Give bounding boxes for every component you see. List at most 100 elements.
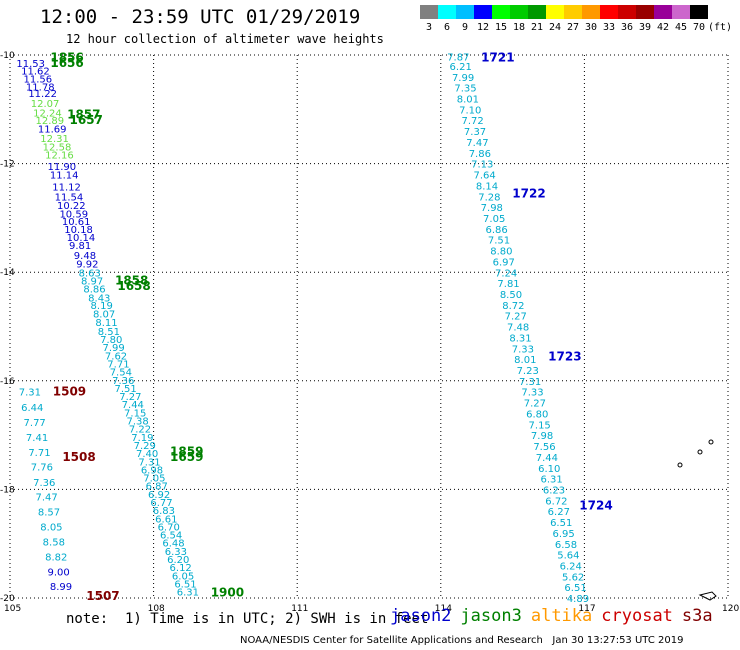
swh-value: 7.98 <box>531 431 553 442</box>
swh-value: 11.54 <box>55 192 84 203</box>
swh-value: 6.44 <box>21 403 43 414</box>
swh-value: 6.24 <box>560 562 582 573</box>
swh-value: 6.95 <box>552 529 574 540</box>
page-subtitle: 12 hour collection of altimeter wave hei… <box>66 32 384 46</box>
scale-label: 30 <box>584 22 598 33</box>
scale-swatch <box>510 5 528 19</box>
swh-value: 9.48 <box>74 251 96 262</box>
coastline-shape <box>698 591 717 601</box>
swh-value: 7.33 <box>512 344 534 355</box>
swh-value: 6.27 <box>548 507 570 518</box>
swh-value: 6.58 <box>555 540 577 551</box>
swh-value: 7.15 <box>529 420 551 431</box>
swh-value: 8.05 <box>40 522 62 533</box>
lat-tick-label: -12 <box>0 160 15 170</box>
lat-tick-label: -10 <box>0 51 15 61</box>
swh-value: 7.36 <box>112 376 134 387</box>
time-label: 1656 <box>50 56 83 70</box>
lon-tick-label: 108 <box>148 604 165 614</box>
swh-value: 7.44 <box>122 400 144 411</box>
swh-value: 6.70 <box>158 522 180 533</box>
swh-value: 8.11 <box>95 318 117 329</box>
swh-value: 7.81 <box>497 279 519 290</box>
swh-value: 7.31 <box>19 388 41 399</box>
swh-value: 7.44 <box>536 453 558 464</box>
swh-value: 6.51 <box>564 583 586 594</box>
swh-value: 8.07 <box>93 310 115 321</box>
swh-value: 7.77 <box>24 418 46 429</box>
swh-value: 7.98 <box>481 203 503 214</box>
lon-tick-label: 114 <box>435 604 452 614</box>
swh-value: 8.19 <box>91 301 113 312</box>
swh-value: 8.63 <box>79 268 101 279</box>
scale-swatch <box>420 5 438 19</box>
swh-value: 11.90 <box>47 162 76 173</box>
swh-value: 8.50 <box>500 290 522 301</box>
swh-value: 8.58 <box>43 538 65 549</box>
swh-value: 7.05 <box>143 474 165 485</box>
satellite-legend-item: jason3 <box>460 606 522 626</box>
swh-value: 7.10 <box>459 105 481 116</box>
swh-value: 6.92 <box>148 490 170 501</box>
swh-value: 7.05 <box>483 214 505 225</box>
swh-value: 6.61 <box>155 514 177 525</box>
swh-value: 8.57 <box>38 508 60 519</box>
swh-value: 6.33 <box>165 547 187 558</box>
swh-value: 7.36 <box>33 478 55 489</box>
time-label: 1723 <box>548 349 581 363</box>
swh-value: 10.18 <box>64 225 93 236</box>
scale-swatch <box>636 5 654 19</box>
scale-swatch <box>564 5 582 19</box>
swh-value: 11.69 <box>38 124 67 135</box>
scale-swatch <box>474 5 492 19</box>
swh-value: 8.01 <box>514 355 536 366</box>
lat-tick-label: -14 <box>0 268 15 278</box>
swh-value: 12.24 <box>33 109 62 120</box>
swh-value: 7.62 <box>105 351 127 362</box>
swh-value: 12.31 <box>40 134 69 145</box>
satellite-legend-item: altika <box>530 606 593 626</box>
swh-value: 6.12 <box>170 563 192 574</box>
swh-value: 12.07 <box>31 99 60 110</box>
swh-value: 7.38 <box>126 417 148 428</box>
swh-value: 6.31 <box>541 475 563 486</box>
swh-value: 9.81 <box>69 241 91 252</box>
swh-value: 8.80 <box>490 247 512 258</box>
swh-value: 8.31 <box>509 333 531 344</box>
swh-value: 8.51 <box>98 327 120 338</box>
swh-value: 5.62 <box>562 572 584 583</box>
swh-value: 7.15 <box>124 408 146 419</box>
swh-value: 7.31 <box>138 457 160 468</box>
scale-label: 15 <box>494 22 508 33</box>
scale-swatch <box>690 5 708 19</box>
swh-value: 8.72 <box>502 301 524 312</box>
swh-value: 10.59 <box>59 210 88 221</box>
swh-value: 6.97 <box>493 257 515 268</box>
time-label: 1856 <box>50 51 83 65</box>
swh-value: 9.00 <box>47 567 69 578</box>
island-shape <box>708 439 714 445</box>
island-shape <box>677 462 683 468</box>
lon-tick-label: 120 <box>722 604 739 614</box>
scale-label: 24 <box>548 22 562 33</box>
swh-value: 7.29 <box>134 441 156 452</box>
time-label: 1724 <box>579 499 612 513</box>
swh-value: 12.16 <box>45 150 74 161</box>
scale-label: 18 <box>512 22 526 33</box>
swh-value: 10.61 <box>62 217 91 228</box>
swh-value: 7.41 <box>26 433 48 444</box>
scale-label: 27 <box>566 22 580 33</box>
lon-tick-label: 117 <box>578 604 595 614</box>
island-shape <box>697 449 703 455</box>
swh-value: 7.87 <box>447 53 469 64</box>
scale-swatch <box>618 5 636 19</box>
time-label: 1508 <box>62 450 95 464</box>
scale-unit: (ft) <box>708 22 733 33</box>
swh-value: 6.05 <box>172 571 194 582</box>
swh-value: 5.64 <box>557 551 579 562</box>
satellite-legend-item: s3a <box>681 606 713 626</box>
time-label: 1721 <box>481 51 514 65</box>
scale-label: 9 <box>461 22 469 33</box>
swh-value: 7.47 <box>466 138 488 149</box>
swh-value: 6.51 <box>550 518 572 529</box>
